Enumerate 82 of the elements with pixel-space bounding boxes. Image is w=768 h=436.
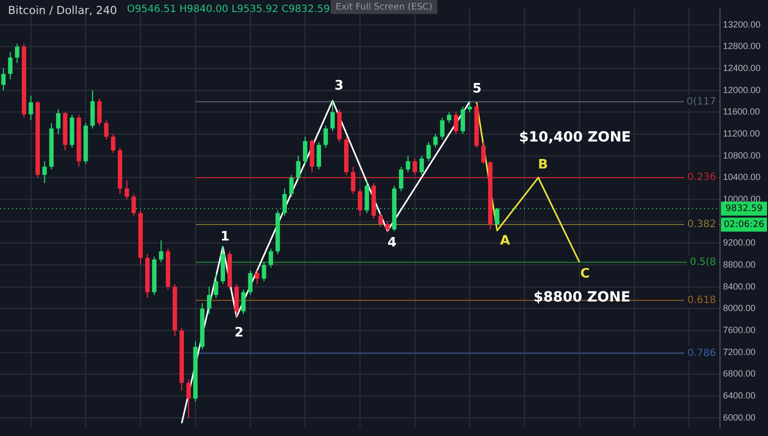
candlestick — [378, 212, 383, 228]
candlestick — [481, 142, 486, 164]
candlestick — [56, 108, 60, 134]
annotation: 0.618 — [687, 295, 716, 306]
y-tick-label: 13200.00 — [723, 19, 761, 30]
candlestick — [214, 272, 218, 298]
candlestick — [420, 155, 424, 176]
annotation: 0.786 — [687, 348, 716, 359]
y-tick-label: 6800.00 — [723, 368, 756, 379]
candlestick — [97, 98, 102, 126]
y-tick-label: 8400.00 — [723, 281, 756, 292]
candlestick — [158, 240, 164, 263]
annotation: A — [500, 233, 510, 248]
candlestick — [132, 193, 136, 216]
candlestick — [468, 101, 472, 113]
annotation: 5 — [472, 81, 482, 96]
ref-line-label: 9832.59 — [725, 204, 763, 214]
candlestick — [406, 155, 410, 173]
candlestick — [8, 52, 12, 80]
annotation: 1 — [220, 229, 230, 244]
y-tick-label: 11200.00 — [723, 128, 760, 138]
y-tick-label: 8000.00 — [723, 303, 756, 314]
chart-subtitle: O9546.51 H9840.00 L9535.92 C9832.59 — [127, 4, 330, 17]
candlestick — [316, 142, 322, 170]
annotation: 4 — [387, 235, 397, 250]
y-tick-label: 12800.00 — [723, 41, 761, 52]
candlestick — [296, 155, 300, 181]
annotation: 0.5(8 — [690, 256, 716, 268]
candlestick — [494, 208, 500, 226]
candlestick — [330, 100, 335, 132]
candlestick — [426, 142, 431, 162]
candlestick — [28, 95, 34, 121]
annotation: 3 — [334, 78, 344, 94]
candlestick — [358, 188, 362, 216]
candlestick — [446, 112, 452, 124]
candlestick — [110, 133, 116, 154]
candlestick — [282, 188, 287, 216]
annotation: $10,400 ZONE — [519, 130, 631, 146]
candlestick — [412, 158, 418, 176]
candlestick — [398, 166, 404, 192]
candlestick — [433, 133, 438, 148]
annotation: C — [580, 266, 590, 282]
candlestick — [460, 106, 466, 134]
y-tick-label: 10800.00 — [723, 150, 761, 160]
annotation: 0.382 — [687, 219, 716, 230]
annotation: 0.236 — [687, 172, 716, 184]
candlestick — [440, 117, 444, 140]
candlestick — [268, 248, 274, 268]
annotation: $8800 ZONE — [534, 290, 630, 306]
annotation: B — [538, 157, 548, 172]
candlestick — [1, 68, 6, 91]
candlestick — [186, 379, 191, 418]
y-tick-label: 6400.00 — [723, 390, 756, 400]
y-tick-label: 7600.00 — [723, 324, 756, 335]
candlestick — [254, 270, 260, 285]
annotation: Exit Full Screen (ESC) — [336, 2, 432, 12]
candlestick — [248, 270, 252, 296]
candlestick — [324, 125, 328, 148]
candlestick — [302, 136, 308, 164]
candlestick — [241, 289, 246, 315]
candlestick — [104, 120, 108, 140]
candlestick — [289, 174, 294, 198]
candlestick — [206, 286, 212, 315]
candlestick — [42, 160, 47, 184]
y-tick-label: 10400.00 — [723, 172, 761, 182]
candlestick — [124, 180, 130, 200]
y-tick-label: 11600.00 — [723, 106, 760, 117]
y-tick-label: 7200.00 — [723, 346, 756, 357]
y-tick-label: 6000.00 — [723, 412, 756, 422]
candlestick — [350, 166, 356, 194]
chart-title: Bitcoin / Dollar, 240 — [8, 4, 117, 17]
y-tick-label: 12400.00 — [723, 62, 761, 73]
text: 02:06:26 — [724, 220, 764, 230]
annotation: 2 — [234, 325, 244, 340]
y-tick-label: 8800.00 — [723, 259, 756, 270]
candlestick — [262, 262, 266, 282]
y-tick-label: 12000.00 — [723, 84, 761, 95]
candlestick — [14, 43, 20, 64]
annotation: 0(117 — [686, 96, 716, 108]
y-tick-label: 9200.00 — [723, 238, 756, 248]
candlestick — [385, 220, 390, 233]
y-tick-label: 10000.00 — [723, 194, 761, 204]
